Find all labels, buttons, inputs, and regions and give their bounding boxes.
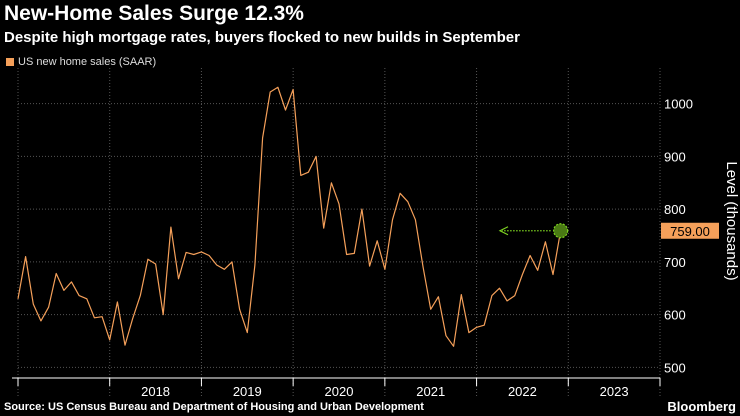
- x-tick-label: 2019: [233, 384, 262, 399]
- legend-swatch: [6, 58, 14, 66]
- y-axis-title: Level (thousands): [723, 161, 740, 280]
- series-line: [17, 86, 562, 347]
- y-tick-label: 1000: [664, 97, 693, 112]
- x-tick-label: 2022: [508, 384, 537, 399]
- x-tick-label: 2018: [141, 384, 170, 399]
- bloomberg-logo: Bloomberg: [667, 399, 736, 414]
- y-tick-label: 700: [664, 255, 686, 270]
- y-tick-label: 900: [664, 149, 686, 164]
- source-note: Source: US Census Bureau and Department …: [4, 401, 424, 413]
- y-tick-label: 500: [664, 360, 686, 375]
- x-tick-label: 2023: [600, 384, 629, 399]
- annotation-marker: [553, 223, 569, 239]
- y-tick-label: 600: [664, 308, 686, 323]
- x-tick-label: 2020: [325, 384, 354, 399]
- y-tick-label: 800: [664, 202, 686, 217]
- chart-title: New-Home Sales Surge 12.3%: [4, 2, 304, 25]
- legend: US new home sales (SAAR): [6, 56, 156, 68]
- annotation-arrow-head: [498, 226, 509, 236]
- legend-label: US new home sales (SAAR): [18, 56, 157, 68]
- x-tick-label: 2021: [416, 384, 445, 399]
- value-label: 759.00: [670, 224, 710, 239]
- chart-subtitle: Despite high mortgage rates, buyers floc…: [4, 29, 520, 46]
- value-label-bg: [661, 222, 719, 239]
